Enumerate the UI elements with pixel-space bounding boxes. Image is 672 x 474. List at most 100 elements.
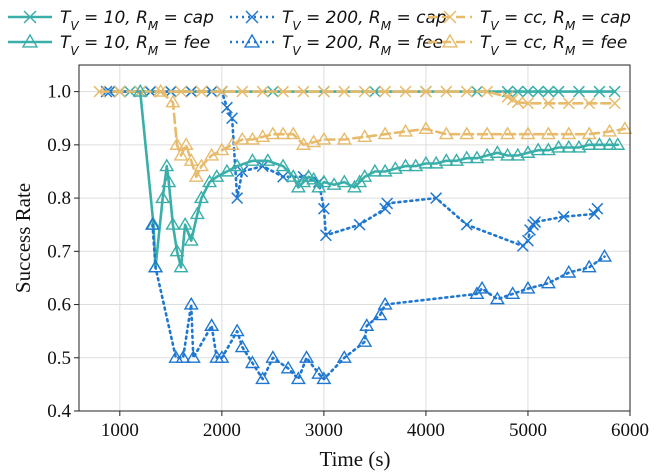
data-point bbox=[581, 259, 597, 273]
data-point bbox=[522, 97, 534, 110]
data-point bbox=[542, 97, 555, 110]
data-point bbox=[591, 137, 607, 150]
data-point bbox=[93, 85, 106, 98]
data-point bbox=[113, 85, 126, 98]
data-point bbox=[297, 85, 310, 98]
data-point bbox=[275, 158, 291, 172]
data-point bbox=[561, 139, 577, 153]
data-point bbox=[479, 147, 495, 161]
data-point bbox=[551, 139, 567, 153]
data-point bbox=[460, 218, 473, 231]
data-point bbox=[459, 126, 475, 140]
data-point bbox=[540, 142, 556, 156]
data-point bbox=[542, 85, 555, 98]
data-point bbox=[489, 291, 505, 305]
data-point bbox=[617, 121, 633, 134]
legend-item: TV = 10, RM = fee bbox=[8, 33, 210, 58]
data-point bbox=[189, 206, 205, 220]
data-point bbox=[469, 150, 485, 164]
y-tick-label: 0.4 bbox=[47, 401, 71, 422]
data-point bbox=[562, 97, 575, 110]
data-point bbox=[144, 217, 160, 230]
series-4 bbox=[144, 217, 613, 385]
data-point bbox=[489, 145, 505, 158]
data-point bbox=[520, 145, 536, 158]
legend-label: TV = cc, RM = cap bbox=[480, 8, 631, 33]
data-point bbox=[520, 126, 536, 140]
legend-marker bbox=[245, 10, 259, 24]
data-point bbox=[177, 217, 193, 230]
y-tick-label: 0.7 bbox=[47, 241, 71, 262]
data-point bbox=[175, 350, 191, 363]
data-point bbox=[367, 163, 383, 177]
data-point bbox=[234, 131, 250, 145]
data-point bbox=[173, 259, 189, 273]
series-line bbox=[138, 90, 620, 269]
data-point bbox=[317, 202, 330, 215]
data-point bbox=[359, 318, 375, 331]
data-point bbox=[336, 131, 352, 145]
data-point bbox=[168, 350, 184, 363]
data-point bbox=[438, 126, 454, 140]
data-point bbox=[381, 197, 394, 210]
data-point bbox=[459, 150, 475, 164]
data-point bbox=[428, 155, 444, 169]
data-point bbox=[159, 158, 175, 172]
data-point bbox=[481, 85, 494, 98]
data-point bbox=[183, 232, 199, 246]
data-point bbox=[522, 234, 534, 247]
data-point bbox=[397, 123, 414, 137]
data-point bbox=[280, 360, 296, 374]
y-tick-label: 0.8 bbox=[47, 188, 71, 209]
data-point bbox=[295, 137, 312, 150]
data-point bbox=[397, 158, 414, 172]
data-point bbox=[608, 85, 621, 98]
legend-label: TV = 10, RM = fee bbox=[60, 33, 210, 58]
data-point bbox=[438, 153, 454, 166]
series-layer bbox=[93, 83, 633, 385]
data-point bbox=[336, 350, 352, 363]
x-axis-label: Time (s) bbox=[320, 447, 391, 471]
data-point bbox=[256, 85, 269, 98]
data-point bbox=[148, 259, 164, 273]
data-point bbox=[530, 142, 546, 156]
data-point bbox=[165, 217, 181, 230]
data-point bbox=[602, 123, 618, 137]
data-point bbox=[588, 208, 601, 220]
series-line bbox=[98, 90, 617, 105]
data-point bbox=[306, 171, 322, 185]
y-tick-label: 0.9 bbox=[47, 135, 71, 156]
x-tick-label: 4000 bbox=[407, 420, 445, 441]
data-point bbox=[185, 350, 201, 363]
x-tick-label: 5000 bbox=[509, 420, 547, 441]
data-point bbox=[557, 210, 570, 223]
data-point bbox=[583, 97, 596, 110]
data-point bbox=[132, 83, 148, 97]
data-point bbox=[275, 126, 291, 140]
y-tick-label: 0.6 bbox=[47, 295, 71, 316]
data-point bbox=[419, 85, 432, 98]
data-point bbox=[338, 85, 351, 98]
data-point bbox=[255, 371, 271, 385]
data-point bbox=[561, 264, 577, 278]
legend-label: TV = 200, RM = cap bbox=[282, 8, 447, 33]
legend-item: TV = cc, RM = cap bbox=[428, 8, 631, 33]
data-point bbox=[511, 96, 524, 109]
data-point bbox=[316, 371, 332, 385]
x-tick-label: 1000 bbox=[101, 420, 139, 441]
data-point bbox=[316, 174, 332, 188]
data-point bbox=[377, 126, 393, 140]
legend-marker bbox=[243, 33, 261, 48]
data-point bbox=[221, 101, 233, 114]
data-point bbox=[540, 126, 556, 140]
y-tick-label: 1.0 bbox=[47, 82, 71, 103]
data-point bbox=[231, 192, 244, 205]
data-point bbox=[500, 147, 516, 161]
data-point bbox=[581, 137, 597, 150]
data-point bbox=[372, 307, 388, 321]
data-point bbox=[561, 126, 577, 140]
data-point bbox=[602, 137, 618, 150]
x-tick-label: 6000 bbox=[611, 420, 649, 441]
data-point bbox=[260, 153, 276, 166]
series-3 bbox=[132, 83, 626, 273]
